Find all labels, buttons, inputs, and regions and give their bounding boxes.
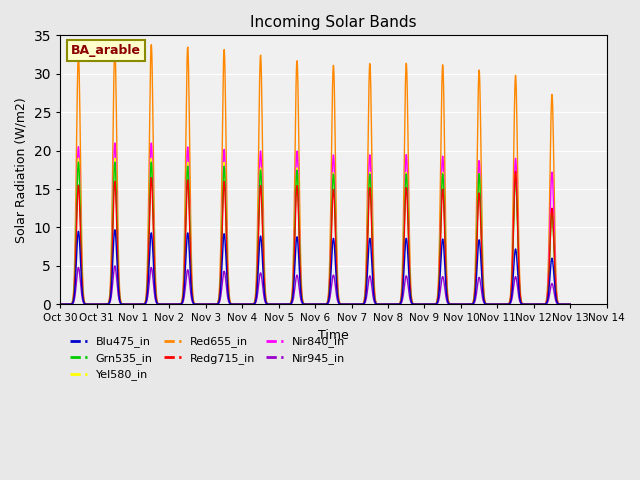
X-axis label: Time: Time xyxy=(318,329,349,342)
Title: Incoming Solar Bands: Incoming Solar Bands xyxy=(250,15,417,30)
Y-axis label: Solar Radiation (W/m2): Solar Radiation (W/m2) xyxy=(15,97,28,243)
Legend: Blu475_in, Grn535_in, Yel580_in, Red655_in, Redg715_in, Nir840_in, Nir945_in: Blu475_in, Grn535_in, Yel580_in, Red655_… xyxy=(66,332,349,385)
Text: BA_arable: BA_arable xyxy=(71,44,141,57)
